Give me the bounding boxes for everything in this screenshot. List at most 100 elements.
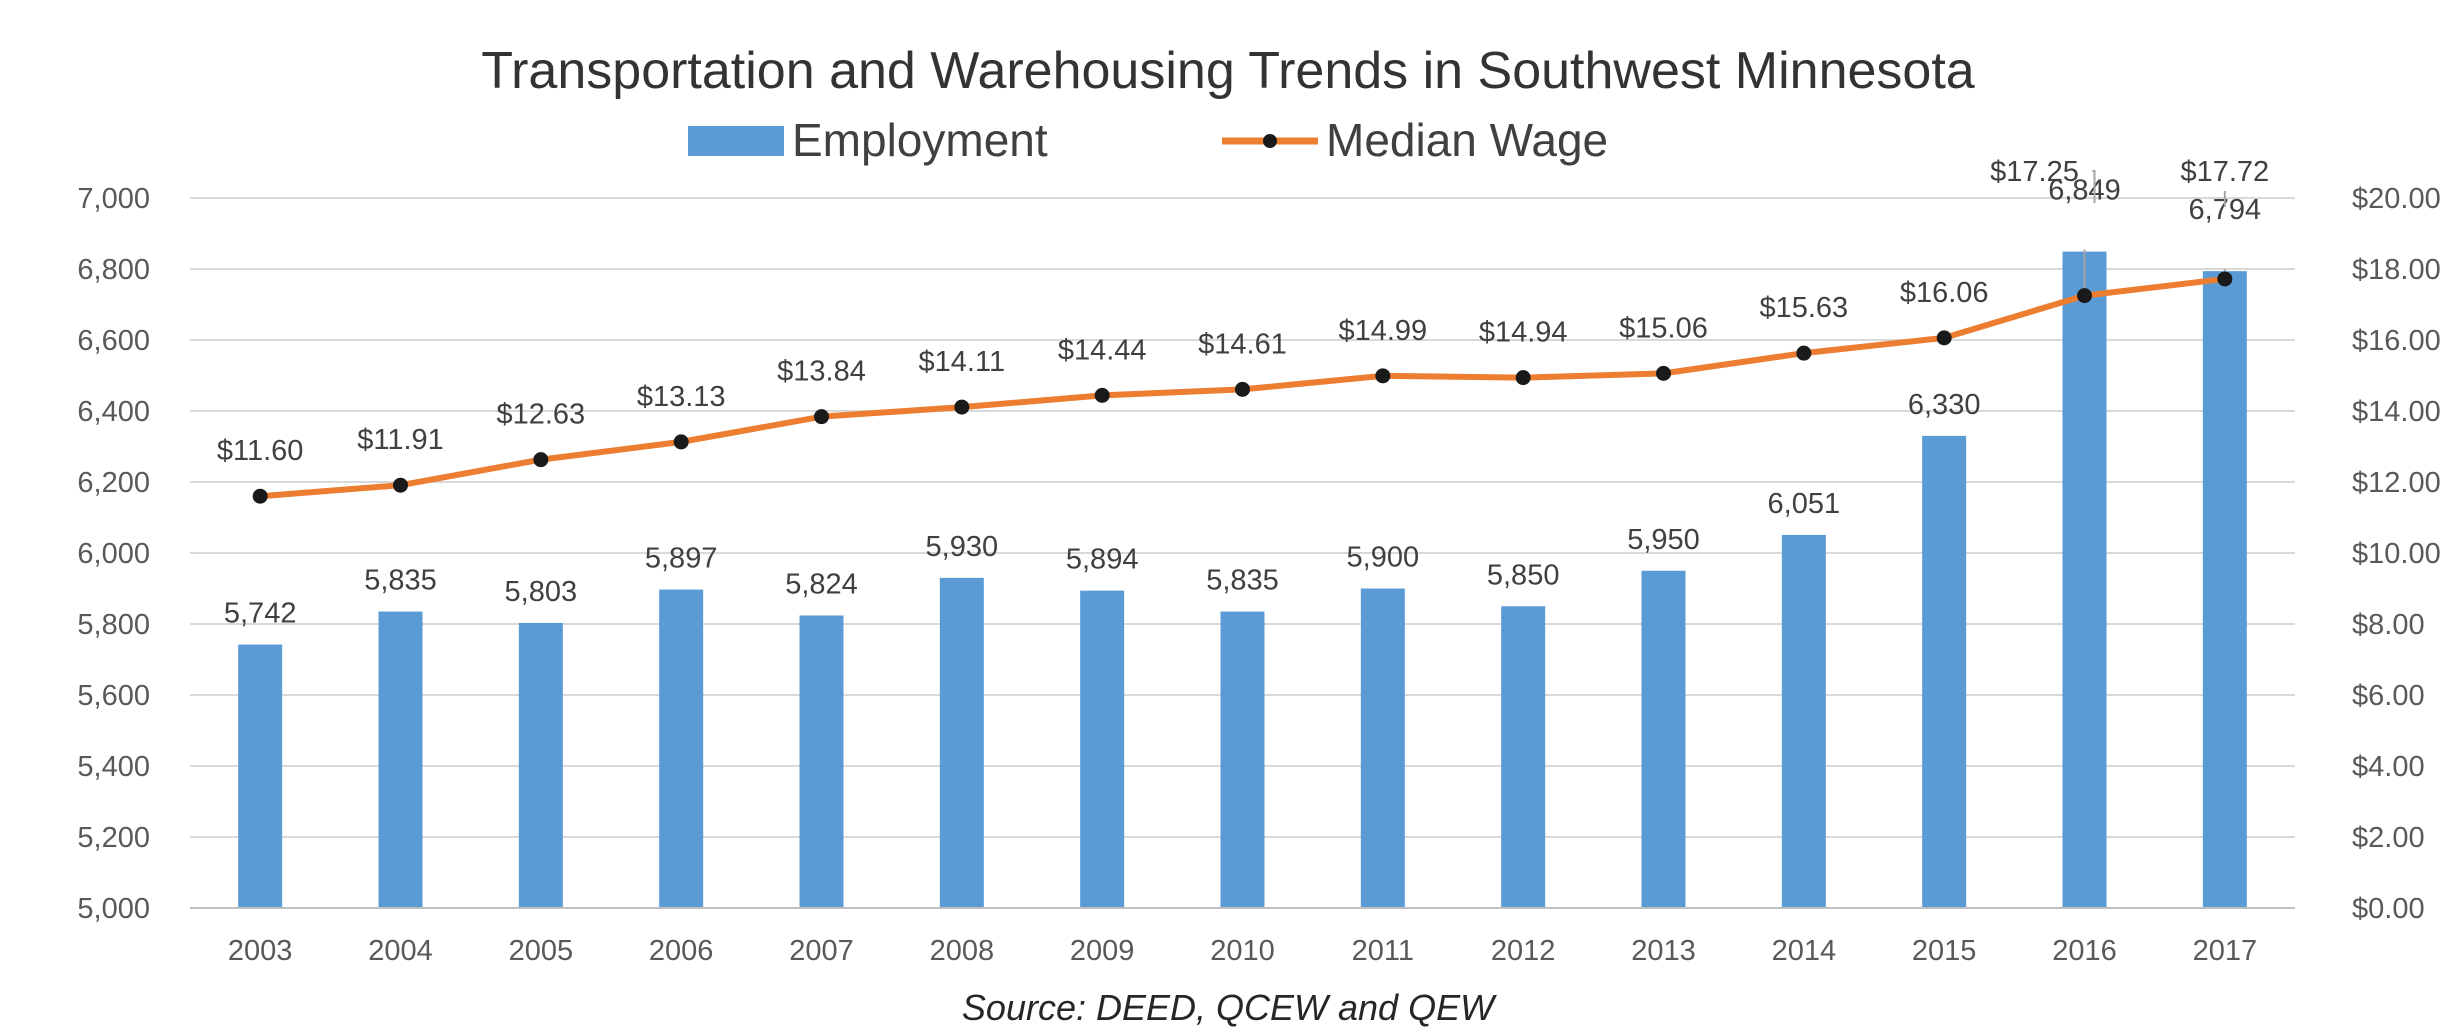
employment-bar (1360, 588, 1405, 908)
median-wage-data-label: $13.84 (777, 356, 866, 388)
y-axis-left: 5,000 5,200 5,400 5,600 5,800 6,000 6,200 6,400… (77, 183, 150, 925)
median-wage-data-label: $14.44 (1058, 334, 1147, 366)
source-note: Source: DEED, QCEW and QEW (962, 987, 1497, 1028)
x-tick-label: 2013 (1631, 935, 1696, 967)
employment-bar (2062, 251, 2107, 909)
y-left-tick-label: 5,600 (77, 680, 150, 712)
y-left-tick-label: 5,200 (77, 822, 150, 854)
median-wage-data-label: $13.13 (637, 381, 726, 413)
employment-data-label: 6,330 (1908, 389, 1981, 421)
x-tick-label: 2016 (2052, 935, 2117, 967)
employment-data-label: 5,930 (926, 531, 999, 563)
y-right-tick-label: $14.00 (2352, 396, 2441, 428)
employment-bar (378, 611, 423, 908)
employment-data-label: 5,835 (1206, 565, 1279, 597)
y-right-tick-label: $6.00 (2352, 680, 2425, 712)
x-tick-label: 2007 (789, 935, 854, 967)
y-right-tick-label: $18.00 (2352, 254, 2441, 286)
median-wage-data-label: $15.63 (1759, 292, 1848, 324)
median-wage-point (954, 399, 970, 415)
x-tick-label: 2009 (1070, 935, 1135, 967)
chart-title: Transportation and Warehousing Trends in… (481, 42, 1975, 100)
employment-data-label: 5,850 (1487, 559, 1560, 591)
x-tick-label: 2014 (1772, 935, 1837, 967)
median-wage-data-label: $14.61 (1198, 328, 1287, 360)
median-wage-point (252, 488, 268, 504)
median-wage-data-label: $14.94 (1479, 317, 1568, 349)
median-wage-point (673, 434, 689, 450)
employment-data-label: 5,894 (1066, 544, 1139, 576)
employment-bar (238, 644, 283, 908)
median-wage-data-label: $15.06 (1619, 312, 1708, 344)
employment-data-label: 5,742 (224, 598, 297, 630)
median-wage-point (533, 452, 549, 468)
x-tick-label: 2015 (1912, 935, 1977, 967)
median-wage-leader-line (2092, 170, 2096, 203)
median-wage-point (1375, 368, 1391, 384)
legend: Employment Median Wage (688, 114, 1608, 166)
y-right-tick-label: $12.00 (2352, 467, 2441, 499)
y-left-tick-label: 7,000 (77, 183, 150, 215)
employment-data-label: 5,835 (364, 565, 437, 597)
median-wage-point (1235, 381, 1250, 397)
median-wage-data-label: $14.99 (1338, 315, 1427, 347)
x-tick-label: 2005 (509, 935, 574, 967)
median-wage-point (1936, 330, 1952, 346)
median-wage-data-label: $11.60 (217, 435, 304, 467)
employment-data-label: 5,950 (1627, 524, 1700, 556)
employment-bar (1080, 590, 1125, 908)
median-wage-data-label: $17.72 (2180, 156, 2269, 188)
median-wage-point (1656, 365, 1671, 381)
x-tick-label: 2011 (1352, 935, 1414, 967)
median-wage-point (1796, 345, 1812, 361)
employment-bar (1641, 570, 1686, 908)
median-wage-data-label: $12.63 (496, 399, 585, 431)
median-wage-point (2217, 271, 2233, 287)
y-right-tick-label: $20.00 (2352, 183, 2441, 215)
y-left-tick-label: 6,400 (77, 396, 150, 428)
x-tick-label: 2006 (649, 935, 714, 967)
x-axis: 2003 2004 2005 2006 2007 2008 2009 2010 2011 2012… (190, 907, 2295, 967)
y-left-tick-label: 6,800 (77, 254, 150, 286)
median-wage-data-label: $16.06 (1900, 277, 1989, 309)
legend-marker-median-wage (1263, 134, 1277, 148)
y-left-tick-label: 6,000 (77, 538, 150, 570)
legend-label-median-wage: Median Wage (1326, 114, 1608, 166)
median-wage-data-label: $14.11 (919, 346, 1006, 378)
x-tick-label: 2017 (2193, 935, 2258, 967)
employment-bar (939, 577, 984, 908)
employment-bar (1501, 606, 1546, 908)
y-right-tick-label: $10.00 (2352, 538, 2441, 570)
median-wage-point (1094, 387, 1110, 403)
median-wage-data-label: $11.91 (357, 424, 444, 456)
employment-bars: 5,742 5,835 5,803 5,897 5,824 5,930 5,894 5,835… (224, 175, 2261, 909)
median-wage-line: $11.60 $11.91 $12.63 $13.13 $13.84 $14.11 $14.… (217, 156, 2269, 504)
legend-label-employment: Employment (792, 114, 1048, 166)
employment-bar (2202, 271, 2247, 908)
median-wage-point (393, 477, 408, 493)
employment-bar (518, 622, 563, 908)
employment-bar (799, 615, 844, 908)
y-left-tick-label: 6,600 (77, 325, 150, 357)
y-left-tick-label: 5,800 (77, 609, 150, 641)
median-wage-data-label: $17.25 (1990, 156, 2079, 188)
y-right-tick-label: $2.00 (2352, 822, 2425, 854)
y-right-tick-label: $8.00 (2352, 609, 2425, 641)
x-tick-label: 2003 (228, 935, 293, 967)
employment-data-label: 5,897 (645, 543, 718, 575)
employment-data-label: 5,824 (785, 568, 858, 600)
median-wage-point (2077, 288, 2092, 304)
y-left-tick-label: 6,200 (77, 467, 150, 499)
employment-data-label: 5,900 (1347, 542, 1420, 574)
x-tick-label: 2004 (368, 935, 433, 967)
employment-bar (659, 589, 704, 908)
employment-bar (1781, 534, 1826, 908)
y-axis-right: $0.00 $2.00 $4.00 $6.00 $8.00 $10.00 $12.00 $14… (2352, 183, 2441, 925)
x-tick-label: 2012 (1491, 935, 1556, 967)
median-wage-point (1515, 370, 1531, 386)
y-right-tick-label: $4.00 (2352, 751, 2425, 783)
y-right-tick-label: $16.00 (2352, 325, 2441, 357)
employment-data-label: 6,849 (2048, 175, 2121, 207)
median-wage-point (814, 409, 829, 425)
